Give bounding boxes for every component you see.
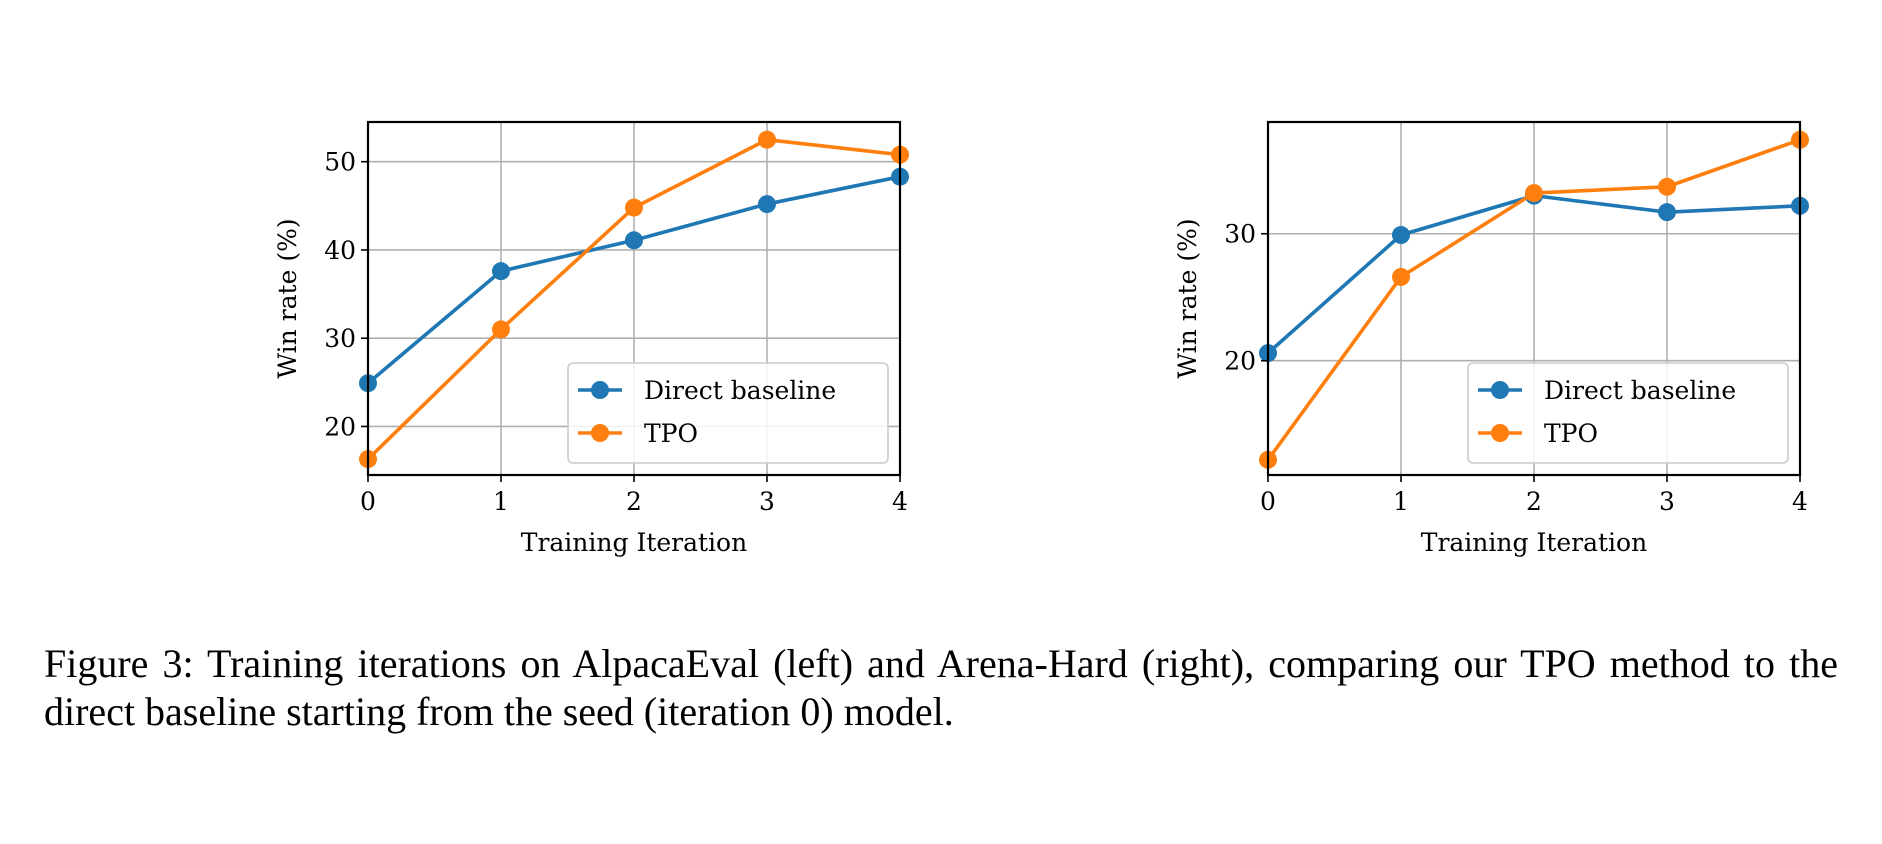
legend-label-0: Direct baseline [644, 376, 836, 405]
y-tick-label: 20 [324, 412, 356, 441]
y-tick-label: 50 [324, 148, 356, 177]
legend-label-1: TPO [644, 419, 698, 448]
chart-alpacaeval: 0 1 2 3 4 20 30 40 50 Training Iteration Win rate … [273, 120, 909, 557]
data-point-0-1 [492, 262, 510, 281]
x-tick-label: 3 [1659, 487, 1675, 516]
x-tick-label: 3 [759, 487, 775, 516]
legend-marker-0 [591, 381, 609, 399]
x-tick-label: 4 [1792, 487, 1808, 516]
chart-arena-hard: 0 1 2 3 4 20 30 Training Iteration Win rate (%) D… [1173, 120, 1809, 557]
y-tick-label: 40 [324, 236, 356, 265]
chart-1-legend: Direct baseline TPO [1467, 362, 1789, 464]
data-point-1-3 [758, 130, 776, 149]
data-point-1-2 [625, 198, 643, 217]
data-point-1-3 [1658, 177, 1676, 196]
x-tick-label: 2 [626, 487, 642, 516]
data-point-0-3 [1658, 203, 1676, 222]
data-point-1-2 [1525, 184, 1543, 203]
legend-marker-0 [1491, 381, 1509, 399]
x-tick-label: 4 [892, 487, 908, 516]
figure-caption: Figure 3: Training iterations on AlpacaE… [44, 641, 1838, 734]
y-tick-label: 30 [324, 324, 356, 353]
legend-marker-1 [591, 424, 609, 442]
y-axis-label: Win rate (%) [1173, 218, 1202, 378]
x-tick-label: 0 [1260, 487, 1276, 516]
legend-box [567, 362, 889, 464]
legend-box [1467, 362, 1789, 464]
x-tick-label: 0 [360, 487, 376, 516]
x-tick-label: 2 [1526, 487, 1542, 516]
chart-0-legend: Direct baseline TPO [567, 362, 889, 464]
y-tick-label: 30 [1224, 220, 1256, 249]
x-axis-label: Training Iteration [521, 528, 747, 557]
data-point-1-1 [492, 320, 510, 339]
legend-label-1: TPO [1544, 419, 1598, 448]
legend-label-0: Direct baseline [1544, 376, 1736, 405]
x-tick-label: 1 [1393, 487, 1409, 516]
data-point-1-1 [1392, 267, 1410, 286]
x-tick-label: 1 [493, 487, 509, 516]
data-point-0-3 [758, 195, 776, 214]
y-tick-label: 20 [1224, 347, 1256, 376]
data-point-0-2 [625, 231, 643, 250]
y-axis-label: Win rate (%) [273, 218, 302, 378]
legend-marker-1 [1491, 424, 1509, 442]
figure: 0 1 2 3 4 20 30 40 50 Training Iteration Win rate … [273, 120, 1809, 557]
data-point-0-1 [1392, 226, 1410, 245]
x-axis-label: Training Iteration [1421, 528, 1647, 557]
